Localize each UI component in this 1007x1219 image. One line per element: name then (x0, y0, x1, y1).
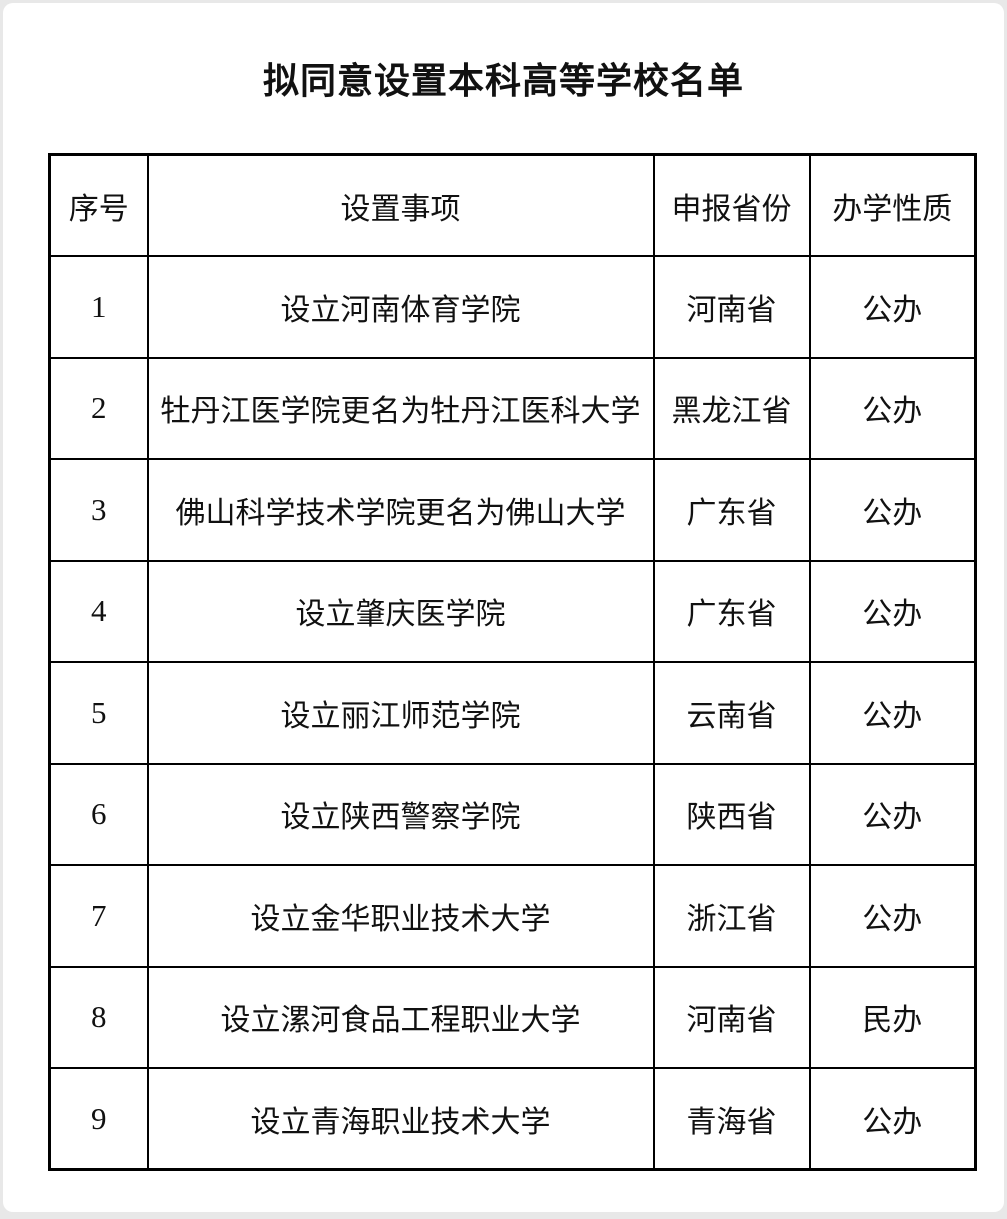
table-header-row: 序号 设置事项 申报省份 办学性质 (48, 153, 977, 257)
table-row: 2 牡丹江医学院更名为牡丹江医科大学 黑龙江省 公办 (48, 356, 977, 460)
cell-setup-item: 设立丽江师范学院 (146, 661, 655, 765)
column-header-item: 设置事项 (146, 153, 655, 257)
cell-nature: 公办 (808, 458, 977, 562)
cell-serial-number: 8 (48, 965, 149, 1069)
cell-nature: 公办 (808, 762, 977, 866)
page-title: 拟同意设置本科高等学校名单 (262, 60, 744, 101)
table-row: 5 设立丽江师范学院 云南省 公办 (48, 661, 977, 765)
cell-serial-number: 9 (48, 1067, 149, 1171)
cell-setup-item: 设立肇庆医学院 (146, 559, 655, 663)
cell-setup-item: 佛山科学技术学院更名为佛山大学 (146, 458, 655, 562)
cell-setup-item: 设立河南体育学院 (146, 255, 655, 359)
cell-province: 河南省 (652, 965, 811, 1069)
column-header-province: 申报省份 (652, 153, 811, 257)
approval-table: 序号 设置事项 申报省份 办学性质 1 设立河南体育学院 河南省 公办 2 牡丹… (48, 153, 977, 1171)
cell-province: 黑龙江省 (652, 356, 811, 460)
cell-province: 广东省 (652, 458, 811, 562)
column-header-no: 序号 (48, 153, 149, 257)
table-row: 3 佛山科学技术学院更名为佛山大学 广东省 公办 (48, 458, 977, 562)
cell-province: 云南省 (652, 661, 811, 765)
cell-province: 陕西省 (652, 762, 811, 866)
cell-nature: 公办 (808, 255, 977, 359)
cell-setup-item: 牡丹江医学院更名为牡丹江医科大学 (146, 356, 655, 460)
column-header-nature: 办学性质 (808, 153, 977, 257)
cell-nature: 公办 (808, 661, 977, 765)
table-row: 6 设立陕西警察学院 陕西省 公办 (48, 762, 977, 866)
table-body: 1 设立河南体育学院 河南省 公办 2 牡丹江医学院更名为牡丹江医科大学 黑龙江… (48, 255, 977, 1171)
cell-serial-number: 3 (48, 458, 149, 562)
cell-province: 浙江省 (652, 864, 811, 968)
cell-province: 广东省 (652, 559, 811, 663)
cell-province: 青海省 (652, 1067, 811, 1171)
cell-province: 河南省 (652, 255, 811, 359)
cell-nature: 公办 (808, 356, 977, 460)
cell-nature: 公办 (808, 1067, 977, 1171)
cell-nature: 公办 (808, 864, 977, 968)
cell-serial-number: 6 (48, 762, 149, 866)
table-row: 8 设立漯河食品工程职业大学 河南省 民办 (48, 965, 977, 1069)
cell-setup-item: 设立陕西警察学院 (146, 762, 655, 866)
cell-nature: 公办 (808, 559, 977, 663)
cell-serial-number: 7 (48, 864, 149, 968)
table-row: 9 设立青海职业技术大学 青海省 公办 (48, 1067, 977, 1171)
table-row: 7 设立金华职业技术大学 浙江省 公办 (48, 864, 977, 968)
cell-nature: 民办 (808, 965, 977, 1069)
table-row: 1 设立河南体育学院 河南省 公办 (48, 255, 977, 359)
cell-setup-item: 设立青海职业技术大学 (146, 1067, 655, 1171)
table-row: 4 设立肇庆医学院 广东省 公办 (48, 559, 977, 663)
cell-setup-item: 设立金华职业技术大学 (146, 864, 655, 968)
cell-serial-number: 5 (48, 661, 149, 765)
cell-serial-number: 2 (48, 356, 149, 460)
cell-serial-number: 4 (48, 559, 149, 663)
cell-setup-item: 设立漯河食品工程职业大学 (146, 965, 655, 1069)
cell-serial-number: 1 (48, 255, 149, 359)
